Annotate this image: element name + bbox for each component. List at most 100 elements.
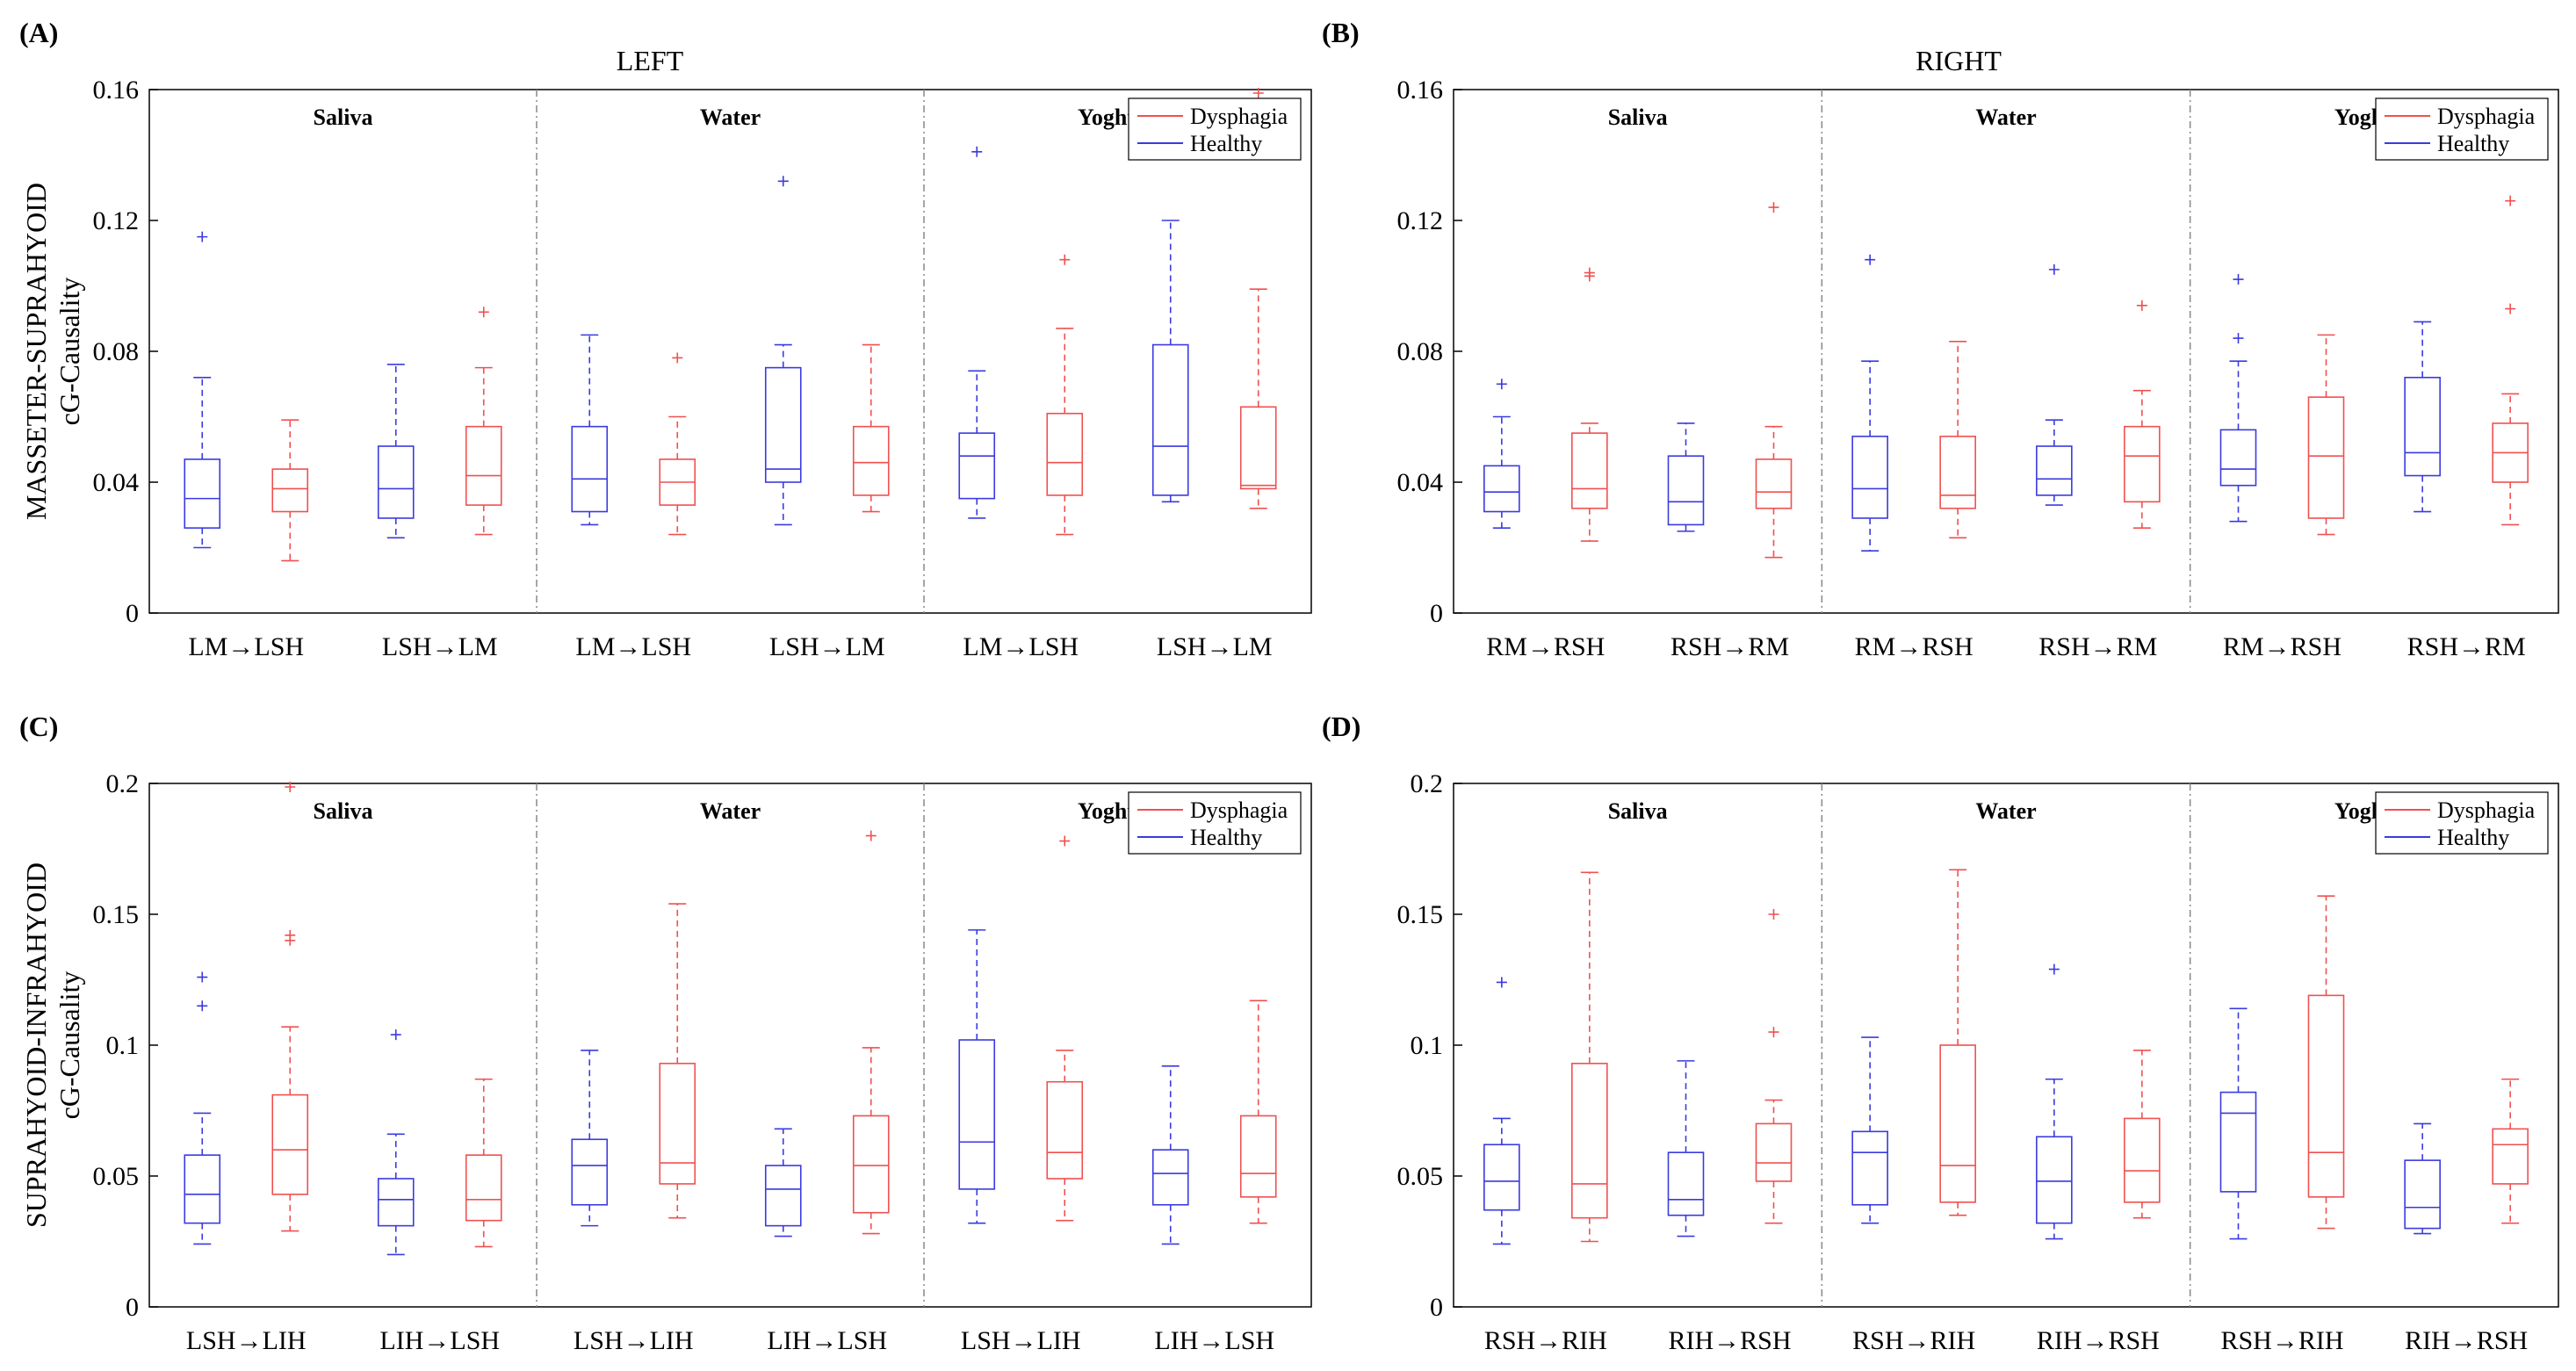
plot-frame-c: [148, 783, 1312, 1308]
panel-c: (C) 0 0.05 0.1 0.15 0.2 LSH→LIH LIH→LSH …: [19, 711, 1312, 1355]
y-tick-label: 0.15: [1397, 900, 1444, 929]
box-plots-d: [1483, 869, 2529, 1245]
y-tick-label: 0: [1430, 1293, 1443, 1322]
y-axis-c: 0 0.05 0.1 0.15 0.2: [93, 769, 158, 1322]
panel-d: (D) 0 0.05 0.1 0.15 0.2 RSH→RIH RIH→RSH …: [1322, 711, 2559, 1355]
y-tick-label: 0.2: [1411, 769, 1444, 798]
y-tick-label: 0.16: [1397, 76, 1444, 105]
dysphagia-outlier: [865, 830, 877, 841]
panel-letter-a: (A): [19, 17, 58, 48]
healthy-outlier: [2048, 963, 2060, 975]
x-category-label: RIH→RSH: [2405, 1326, 2528, 1355]
legend-a: Dysphagia Healthy: [1128, 97, 1302, 161]
healthy-box: [2036, 445, 2073, 496]
healthy-box: [184, 1154, 221, 1224]
dysphagia-box: [852, 1115, 890, 1214]
x-category-label: LSH→LM: [769, 632, 885, 661]
healthy-outlier: [197, 1000, 208, 1012]
dysphagia-outlier: [1584, 267, 1595, 278]
x-category-label: LSH→LM: [1157, 632, 1273, 661]
healthy-box: [571, 425, 609, 513]
dysphagia-outlier: [1059, 254, 1071, 265]
healthy-outlier: [197, 231, 208, 242]
dysphagia-outlier: [285, 782, 296, 792]
x-category-label: RSH→RIH: [2220, 1326, 2343, 1355]
dysphagia-box: [2307, 994, 2345, 1198]
dysphagia-box: [1571, 432, 1608, 509]
legend-frame: [1128, 791, 1302, 855]
dysphagia-box: [2124, 425, 2161, 503]
dysphagia-outlier: [672, 352, 683, 364]
x-category-label: RSH→RM: [1670, 632, 1789, 661]
healthy-box: [571, 1138, 609, 1206]
legend-label-dysphagia: Dysphagia: [2437, 797, 2536, 823]
y-tick-label: 0.05: [93, 1162, 140, 1191]
healthy-outlier: [1865, 254, 1876, 265]
x-category-label: LSH→LIH: [961, 1326, 1081, 1355]
y-tick-label: 0: [126, 599, 139, 628]
dysphagia-box: [2492, 1128, 2529, 1185]
group-label-water: Water: [1975, 105, 2036, 130]
dysphagia-box: [1046, 412, 1084, 496]
x-axis-a: LM→LSH LSH→LM LM→LSH LSH→LM LM→LSH LSH→L…: [188, 632, 1272, 661]
healthy-box: [958, 1039, 996, 1190]
healthy-box: [2404, 376, 2441, 477]
group-label-water: Water: [700, 105, 761, 130]
y-tick-label: 0.08: [1397, 337, 1444, 366]
panel-a: (A) 0 0.04 0.08 0.12 0.16 LM→LSH LSH→LM …: [19, 17, 1312, 661]
x-axis-c: LSH→LIH LIH→LSH LSH→LIH LIH→LSH LSH→LIH …: [186, 1326, 1274, 1355]
x-category-label: LSH→LIH: [186, 1326, 307, 1355]
dysphagia-box: [659, 1063, 696, 1185]
panel-letter-c: (C): [19, 711, 58, 742]
dysphagia-outlier: [478, 307, 489, 318]
dysphagia-box: [2307, 396, 2345, 519]
dysphagia-box: [1046, 1080, 1084, 1180]
y-tick-label: 0: [1430, 599, 1443, 628]
dysphagia-box: [852, 425, 890, 496]
legend-frame: [2375, 791, 2549, 855]
dysphagia-box: [465, 1154, 502, 1222]
healthy-box: [1851, 1130, 1888, 1206]
dysphagia-box: [1571, 1063, 1608, 1219]
healthy-outlier: [1496, 379, 1507, 390]
legend-label-healthy: Healthy: [1190, 825, 1262, 850]
y-tick-label: 0.08: [93, 337, 140, 366]
healthy-box: [764, 1165, 802, 1227]
dysphagia-box: [271, 468, 309, 513]
y-tick-label: 0.12: [1397, 206, 1444, 235]
dysphagia-outlier: [2505, 303, 2516, 314]
y-tick-label: 0.15: [93, 900, 140, 929]
y-tick-label: 0.05: [1397, 1162, 1444, 1191]
plot-frame-a: [148, 89, 1312, 614]
x-axis-d: RSH→RIH RIH→RSH RSH→RIH RIH→RSH RSH→RIH …: [1484, 1326, 2528, 1355]
y-tick-label: 0: [126, 1293, 139, 1322]
x-category-label: LM→LSH: [963, 632, 1079, 661]
x-category-label: LIH→LSH: [1154, 1326, 1274, 1355]
dysphagia-box: [1755, 1122, 1793, 1182]
healthy-box: [377, 1178, 415, 1227]
healthy-box: [2219, 1091, 2257, 1193]
x-category-label: RSH→RIH: [1852, 1326, 1975, 1355]
box-plots-c: [184, 782, 1277, 1256]
healthy-box: [2219, 429, 2257, 487]
dysphagia-outlier: [2136, 299, 2147, 311]
x-category-label: LSH→LM: [382, 632, 498, 661]
y-axis-b: 0 0.04 0.08 0.12 0.16: [1397, 76, 1462, 628]
dysphagia-outlier: [1768, 1027, 1779, 1038]
panel-letter-d: (D): [1322, 711, 1360, 742]
legend-label-healthy: Healthy: [2437, 131, 2509, 156]
x-category-label: LSH→LIH: [574, 1326, 694, 1355]
group-label-saliva: Saliva: [1608, 105, 1668, 130]
legend-label-dysphagia: Dysphagia: [1190, 797, 1288, 823]
legend-c: Dysphagia Healthy: [1128, 791, 1302, 855]
y-axis-a: 0 0.04 0.08 0.12 0.16: [93, 76, 158, 628]
row1-ylabel-line2: cG-Causality: [54, 278, 85, 426]
x-category-label: RSH→RIH: [1484, 1326, 1607, 1355]
dysphagia-box: [1239, 406, 1277, 490]
dysphagia-outlier: [1059, 835, 1071, 847]
healthy-box: [1483, 1144, 1520, 1211]
y-tick-label: 0.2: [106, 769, 140, 798]
legend-label-healthy: Healthy: [1190, 131, 1262, 156]
healthy-box: [2404, 1159, 2441, 1230]
